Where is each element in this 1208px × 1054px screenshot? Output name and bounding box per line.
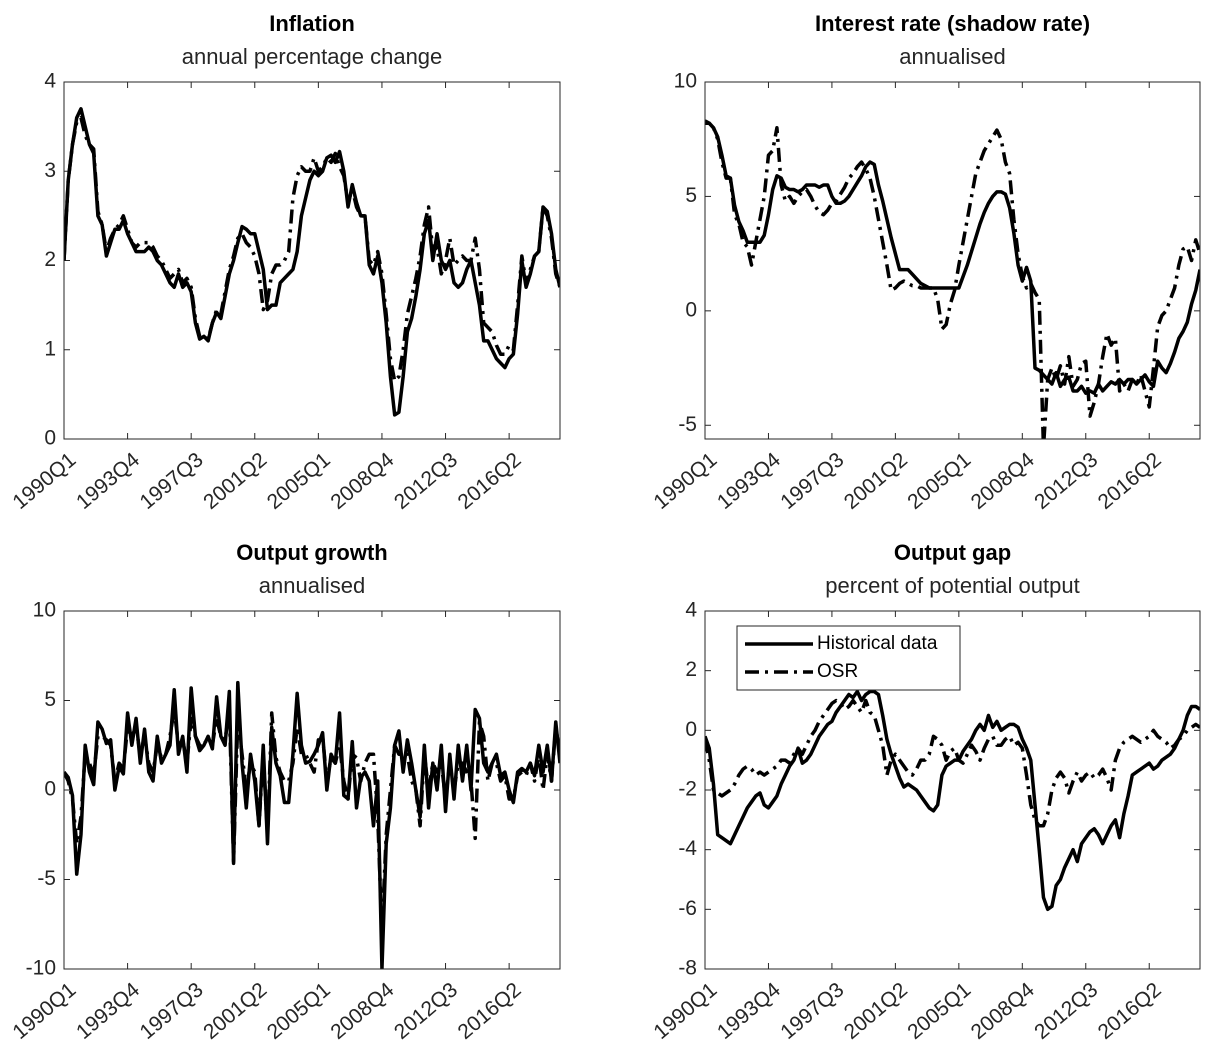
chart-subtitle: annualised <box>899 44 1005 69</box>
x-tick-label: 1993Q4 <box>713 448 785 514</box>
chart-subtitle: annualised <box>259 573 365 598</box>
axes-box <box>63 610 561 970</box>
x-tick-label: 1993Q4 <box>713 978 785 1044</box>
x-tick-label: 2001Q2 <box>199 448 271 514</box>
x-tick-label: 2001Q2 <box>199 978 271 1044</box>
x-tick-label: 2008Q4 <box>326 978 398 1044</box>
x-tick-label: 2012Q3 <box>1030 978 1102 1044</box>
x-tick-label: 2001Q2 <box>840 448 912 514</box>
series-line <box>64 680 560 969</box>
series-line <box>64 107 560 417</box>
x-tick-label: 1997Q3 <box>136 448 208 514</box>
series-line <box>705 698 1200 828</box>
x-tick-label: 1993Q4 <box>72 978 144 1044</box>
x-tick-label: 2016Q2 <box>1094 448 1166 514</box>
x-tick-label: 2008Q4 <box>967 978 1039 1044</box>
y-tick-label: 0 <box>44 427 56 450</box>
x-tick-label: 2016Q2 <box>454 978 526 1044</box>
x-tick-label: 1990Q1 <box>8 978 80 1044</box>
axes-box <box>63 81 561 440</box>
x-tick-label: 2012Q3 <box>1030 448 1102 514</box>
chart-title: Inflation <box>269 11 355 36</box>
y-tick-label: 4 <box>44 70 56 93</box>
y-tick-label: 5 <box>685 184 697 207</box>
y-tick-label: -4 <box>678 837 697 860</box>
x-tick-label: 2008Q4 <box>326 448 398 514</box>
y-tick-label: -10 <box>26 957 56 980</box>
y-tick-label: 3 <box>44 159 56 182</box>
x-tick-label: 2005Q1 <box>263 978 335 1044</box>
x-tick-label: 2016Q2 <box>1094 978 1166 1044</box>
y-tick-label: -8 <box>678 957 697 980</box>
legend-box <box>736 625 961 691</box>
y-tick-label: 10 <box>33 599 56 622</box>
y-tick-label: 2 <box>685 658 697 681</box>
plot-area <box>64 82 560 439</box>
x-tick-label: 2008Q4 <box>967 448 1039 514</box>
chart-title: Interest rate (shadow rate) <box>815 11 1090 36</box>
y-tick-label: 5 <box>44 688 56 711</box>
plot-area <box>64 611 560 969</box>
series-line <box>705 119 1200 439</box>
axes-box <box>704 81 1201 440</box>
y-tick-label: 1 <box>44 337 56 360</box>
x-tick-label: 1990Q1 <box>8 448 80 514</box>
y-tick-label: -5 <box>678 413 697 436</box>
y-tick-label: 0 <box>685 718 697 741</box>
legend-label: OSR <box>817 661 858 682</box>
x-tick-label: 1997Q3 <box>776 448 848 514</box>
x-tick-label: 1997Q3 <box>136 978 208 1044</box>
y-tick-label: -6 <box>678 897 697 920</box>
x-tick-label: 2012Q3 <box>390 978 462 1044</box>
y-tick-label: 10 <box>674 70 697 93</box>
y-tick-label: 0 <box>685 298 697 321</box>
y-tick-label: -2 <box>678 778 697 801</box>
chart-title: Output gap <box>894 540 1011 565</box>
series-line <box>64 707 560 935</box>
x-tick-label: 1990Q1 <box>649 978 721 1044</box>
y-tick-label: 0 <box>44 778 56 801</box>
x-tick-label: 2005Q1 <box>903 978 975 1044</box>
chart-subtitle: annual percentage change <box>182 44 443 69</box>
x-tick-label: 1990Q1 <box>649 448 721 514</box>
series-line <box>64 115 560 383</box>
y-tick-label: 4 <box>685 599 697 622</box>
x-tick-label: 2005Q1 <box>903 448 975 514</box>
y-tick-label: -5 <box>37 867 56 890</box>
axes-box <box>704 610 1201 970</box>
series-line <box>705 689 1200 912</box>
x-tick-label: 1993Q4 <box>72 448 144 514</box>
x-tick-label: 2005Q1 <box>263 448 335 514</box>
x-tick-label: 2012Q3 <box>390 448 462 514</box>
chart-subtitle: percent of potential output <box>825 573 1079 598</box>
x-tick-label: 2001Q2 <box>840 978 912 1044</box>
chart-title: Output growth <box>236 540 388 565</box>
y-tick-label: 2 <box>44 248 56 271</box>
x-tick-label: 2016Q2 <box>454 448 526 514</box>
x-tick-label: 1997Q3 <box>776 978 848 1044</box>
legend-label: Historical data <box>817 633 938 654</box>
